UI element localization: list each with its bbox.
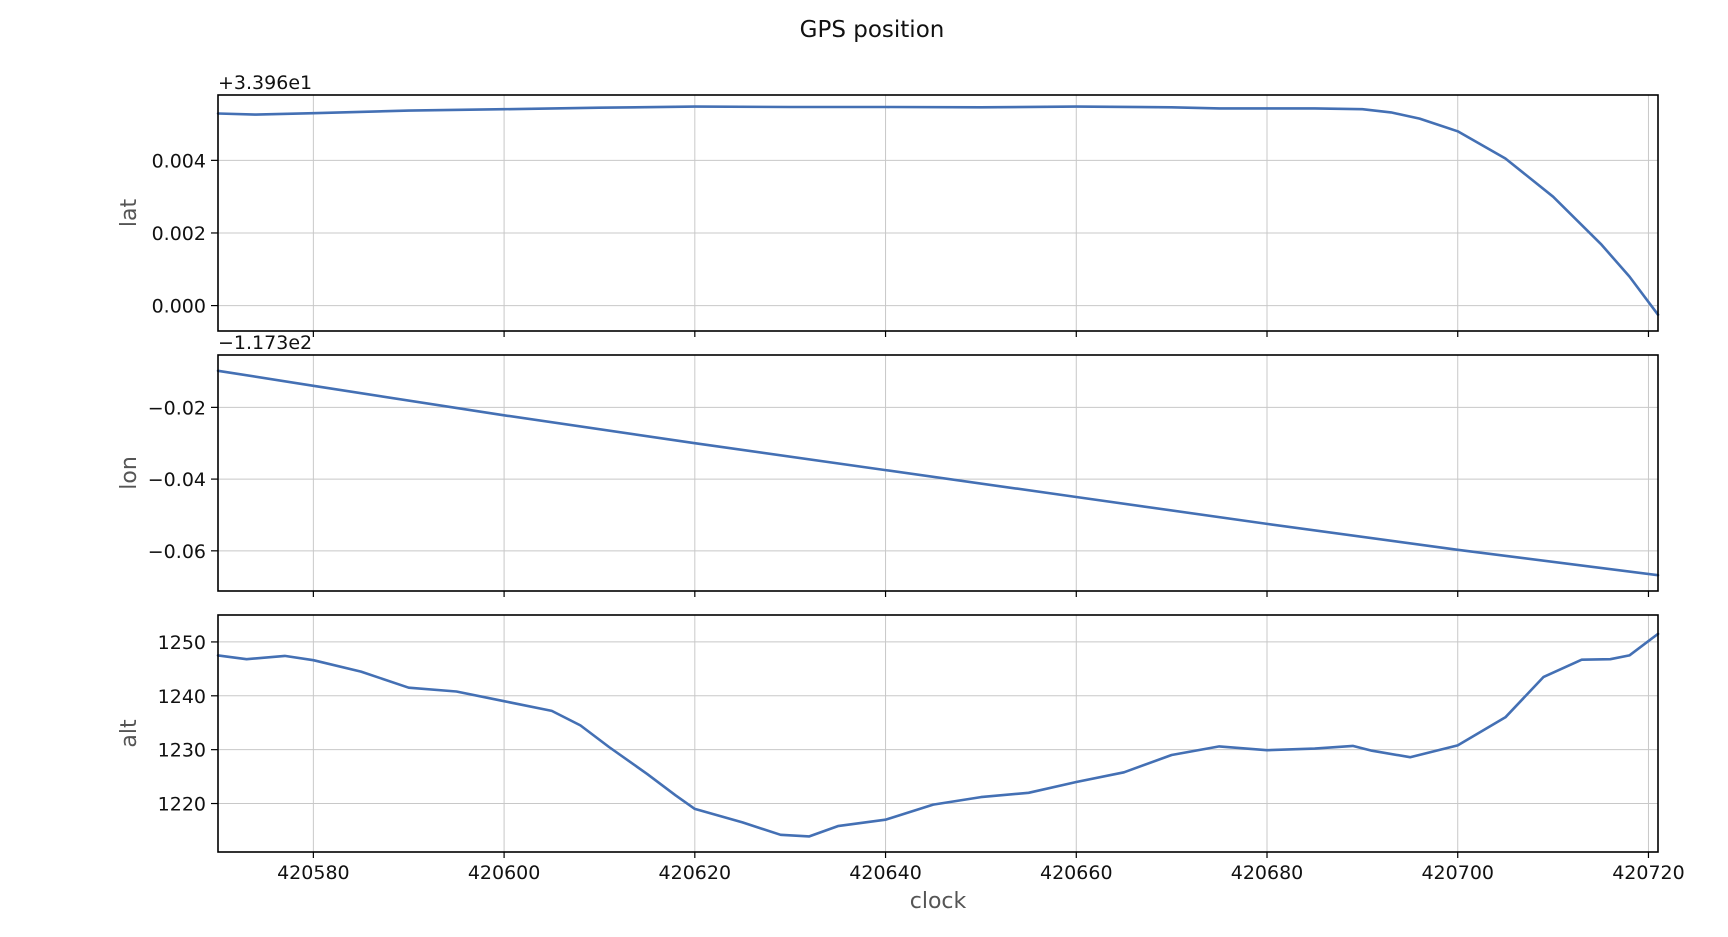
y-tick-label: 1240 (158, 686, 206, 708)
panel-lat: 0.004 0.002 0.000 lat +3.396e1 (117, 72, 1660, 337)
x-tick-label: 420580 (277, 862, 350, 884)
series-line-alt (216, 632, 1660, 838)
panel-lon: −0.02 −0.04 −0.06 lon −1.173e2 (117, 332, 1660, 597)
chart-title: GPS position (800, 17, 945, 43)
x-tick-label: 420700 (1421, 862, 1494, 884)
y-tick-label: 1220 (158, 794, 206, 816)
series-line-lat (216, 105, 1660, 317)
y-tick-label: 0.002 (152, 223, 206, 245)
y-tick-label: 1230 (158, 740, 206, 762)
y-axis-label: lat (117, 199, 142, 228)
y-tick-label: −0.02 (148, 397, 206, 419)
plot-frame (217, 614, 1659, 853)
subplot-panels: 0.0040.0020.000lat+3.396e1−0.02−0.04−0.0… (117, 72, 1660, 858)
y-axis-label: lon (117, 456, 142, 490)
shared-x-axis: 420580 420600 420620 420640 420660 420680 4207… (277, 862, 1685, 884)
y-tick-label: −0.04 (148, 469, 206, 491)
plot-frame (217, 94, 1659, 332)
y-offset-label: −1.173e2 (218, 332, 312, 354)
y-tick-label: −0.06 (148, 541, 206, 563)
panel-alt: 1250 1240 1230 1220 alt (117, 614, 1660, 858)
x-tick-label: 420660 (1040, 862, 1113, 884)
y-axis-label: alt (117, 719, 142, 748)
plot-frame (217, 354, 1659, 592)
y-tick-label: 1250 (158, 632, 206, 654)
x-tick-label: 420640 (849, 862, 922, 884)
x-axis-label: clock (910, 889, 967, 914)
y-offset-label: +3.396e1 (218, 72, 312, 94)
x-tick-label: 420720 (1612, 862, 1685, 884)
x-tick-label: 420680 (1231, 862, 1304, 884)
x-tick-label: 420600 (468, 862, 541, 884)
y-tick-label: 0.004 (152, 150, 206, 172)
y-tick-label: 0.000 (152, 296, 206, 318)
series-line-lon (216, 369, 1660, 577)
x-tick-label: 420620 (659, 862, 732, 884)
